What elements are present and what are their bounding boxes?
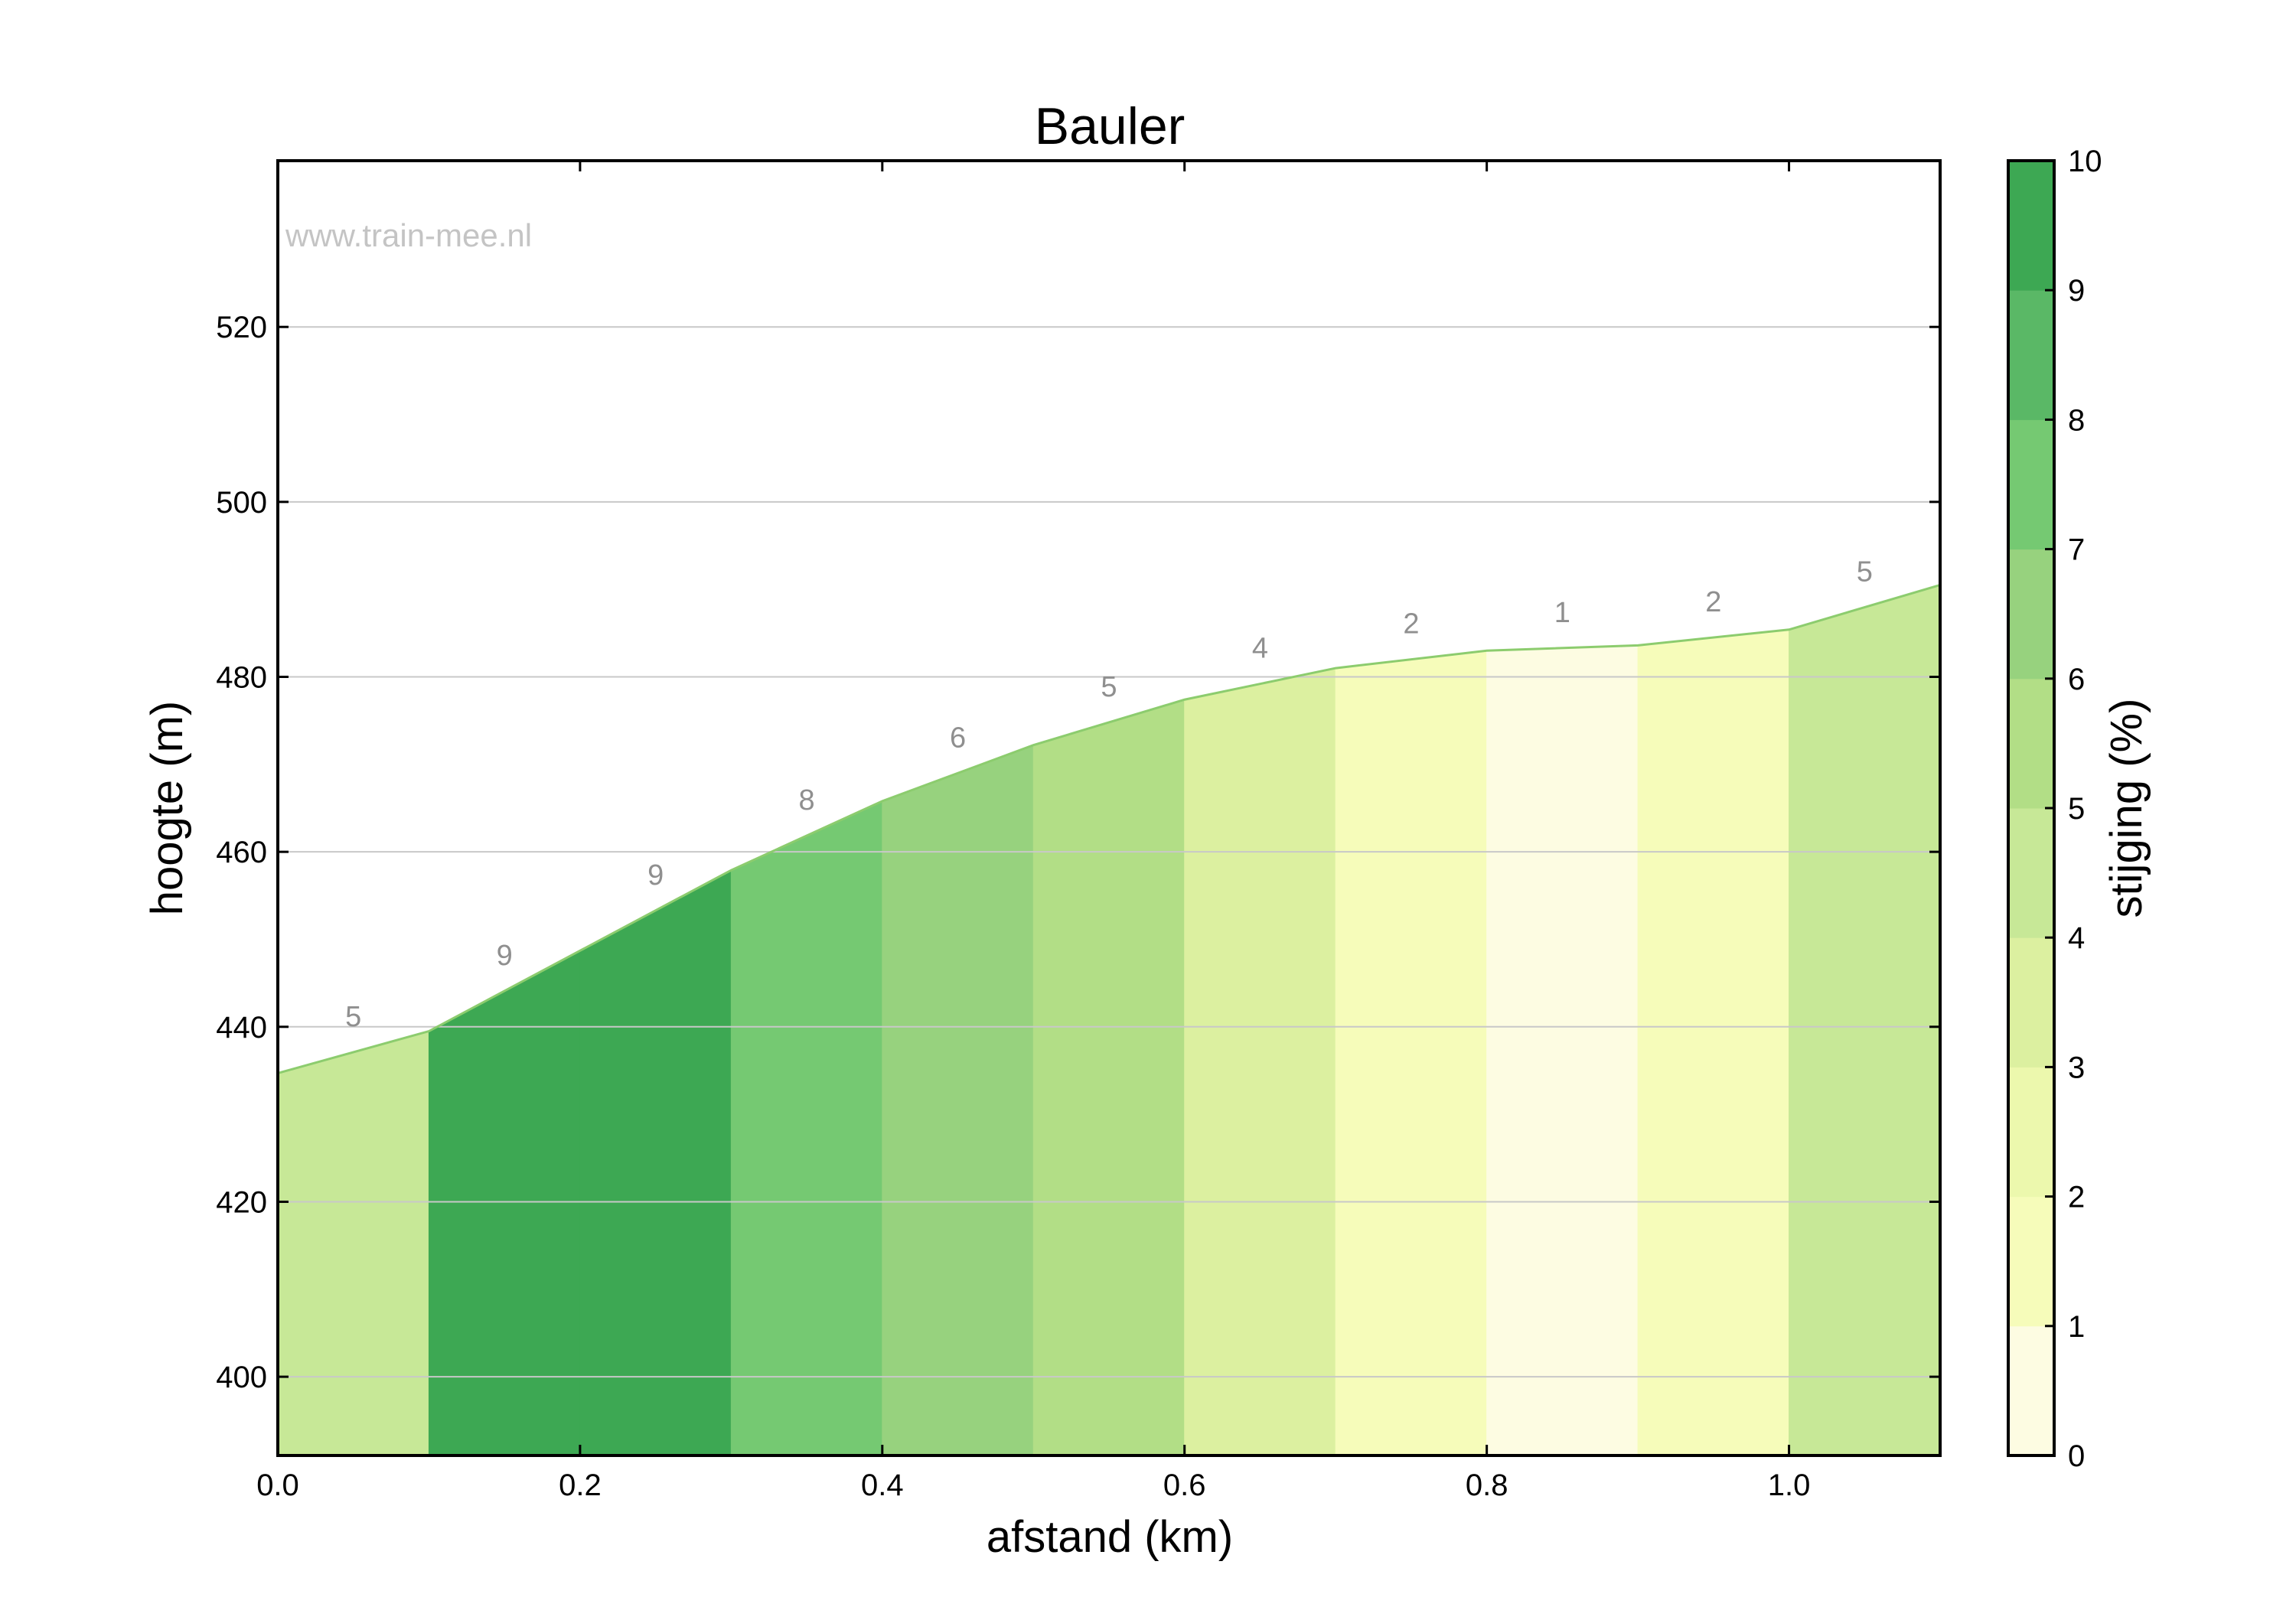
chart-title: Bauler: [1035, 97, 1186, 155]
colorbar-swatch: [2008, 161, 2054, 291]
y-tick-label: 400: [216, 1361, 267, 1394]
colorbar-tick-label: 8: [2068, 403, 2085, 437]
colorbar-tick-label: 3: [2068, 1051, 2085, 1084]
profile-line: [277, 584, 1941, 1074]
colorbar-label: stijging (%): [2102, 699, 2151, 918]
gradient-segments: [277, 584, 1941, 1456]
colorbar-tick-label: 0: [2068, 1439, 2085, 1473]
gradient-segment: [730, 800, 883, 1456]
colorbar-tick-label: 5: [2068, 792, 2085, 826]
segment-gradient-label: 8: [799, 784, 815, 817]
segment-labels: 5 9 9 8 6 5 4 2 1 2 5: [345, 556, 1873, 1033]
segment-gradient-label: 4: [1252, 633, 1268, 665]
gradient-segment: [277, 1030, 429, 1456]
gradient-segment: [1184, 667, 1336, 1456]
x-tick-label: 0.6: [1163, 1468, 1206, 1502]
colorbar-swatch: [2008, 419, 2054, 550]
colorbar-tick-label: 10: [2068, 145, 2102, 178]
y-tick-label: 500: [216, 486, 267, 520]
x-tick-label: 0.4: [861, 1468, 904, 1502]
segment-gradient-label: 2: [1403, 608, 1419, 641]
colorbar: [2008, 161, 2054, 1456]
colorbar-tick-label: 9: [2068, 274, 2085, 308]
x-tick-label: 0.0: [256, 1468, 299, 1502]
y-tick-label: 420: [216, 1185, 267, 1219]
colorbar-swatch: [2008, 1325, 2054, 1456]
y-axis-label: hoogte (m): [142, 701, 192, 915]
colorbar-swatch: [2008, 937, 2054, 1068]
gradient-segment: [1032, 699, 1186, 1456]
segment-gradient-label: 9: [647, 859, 664, 892]
grid-lines: [278, 326, 1940, 1378]
colorbar-swatch: [2008, 549, 2054, 680]
colorbar-tick-label: 7: [2068, 533, 2085, 567]
gradient-segment: [579, 869, 732, 1456]
y-tick-label: 440: [216, 1011, 267, 1045]
colorbar-tick-label: 1: [2068, 1310, 2085, 1344]
colorbar-tick-label: 6: [2068, 663, 2085, 696]
x-tick-label: 0.2: [559, 1468, 602, 1502]
watermark-text: www.train-mee.nl: [285, 217, 532, 253]
gradient-segment: [1486, 644, 1639, 1456]
plot-frame: [276, 159, 1942, 1457]
segment-gradient-label: 5: [345, 1001, 361, 1033]
profile-line-group: [277, 584, 1941, 1074]
y-tick-label: 480: [216, 661, 267, 695]
y-tick-label: 520: [216, 311, 267, 344]
colorbar-swatch: [2008, 808, 2054, 938]
segment-gradient-label: 1: [1554, 597, 1570, 629]
x-tick-label: 0.8: [1466, 1468, 1508, 1502]
colorbar-swatch: [2008, 678, 2054, 809]
y-axis-ticks: 400 420 440 460 480 500 520: [216, 311, 1940, 1394]
x-axis-label: afstand (km): [987, 1512, 1233, 1562]
colorbar-swatch: [2008, 1196, 2054, 1327]
segment-gradient-label: 5: [1857, 556, 1873, 588]
segment-gradient-label: 5: [1101, 671, 1117, 703]
colorbar-tick-label: 2: [2068, 1181, 2085, 1214]
gradient-segment: [1335, 650, 1488, 1456]
y-tick-label: 460: [216, 836, 267, 869]
colorbar-tick-label: 4: [2068, 921, 2085, 955]
colorbar-swatch: [2008, 290, 2054, 420]
x-tick-label: 1.0: [1768, 1468, 1811, 1502]
colorbar-swatch: [2008, 1067, 2054, 1198]
segment-gradient-label: 6: [950, 722, 966, 754]
segment-gradient-label: 2: [1705, 586, 1721, 618]
x-axis-ticks: 0.0 0.2 0.4 0.6 0.8 1.0: [256, 161, 1810, 1502]
segment-gradient-label: 9: [497, 940, 513, 972]
colorbar-ticks: 0 1 2 3 4 5 6 7 8 9 10: [2045, 145, 2102, 1473]
gradient-segment: [1637, 629, 1790, 1456]
gradient-segment: [1789, 584, 1941, 1456]
